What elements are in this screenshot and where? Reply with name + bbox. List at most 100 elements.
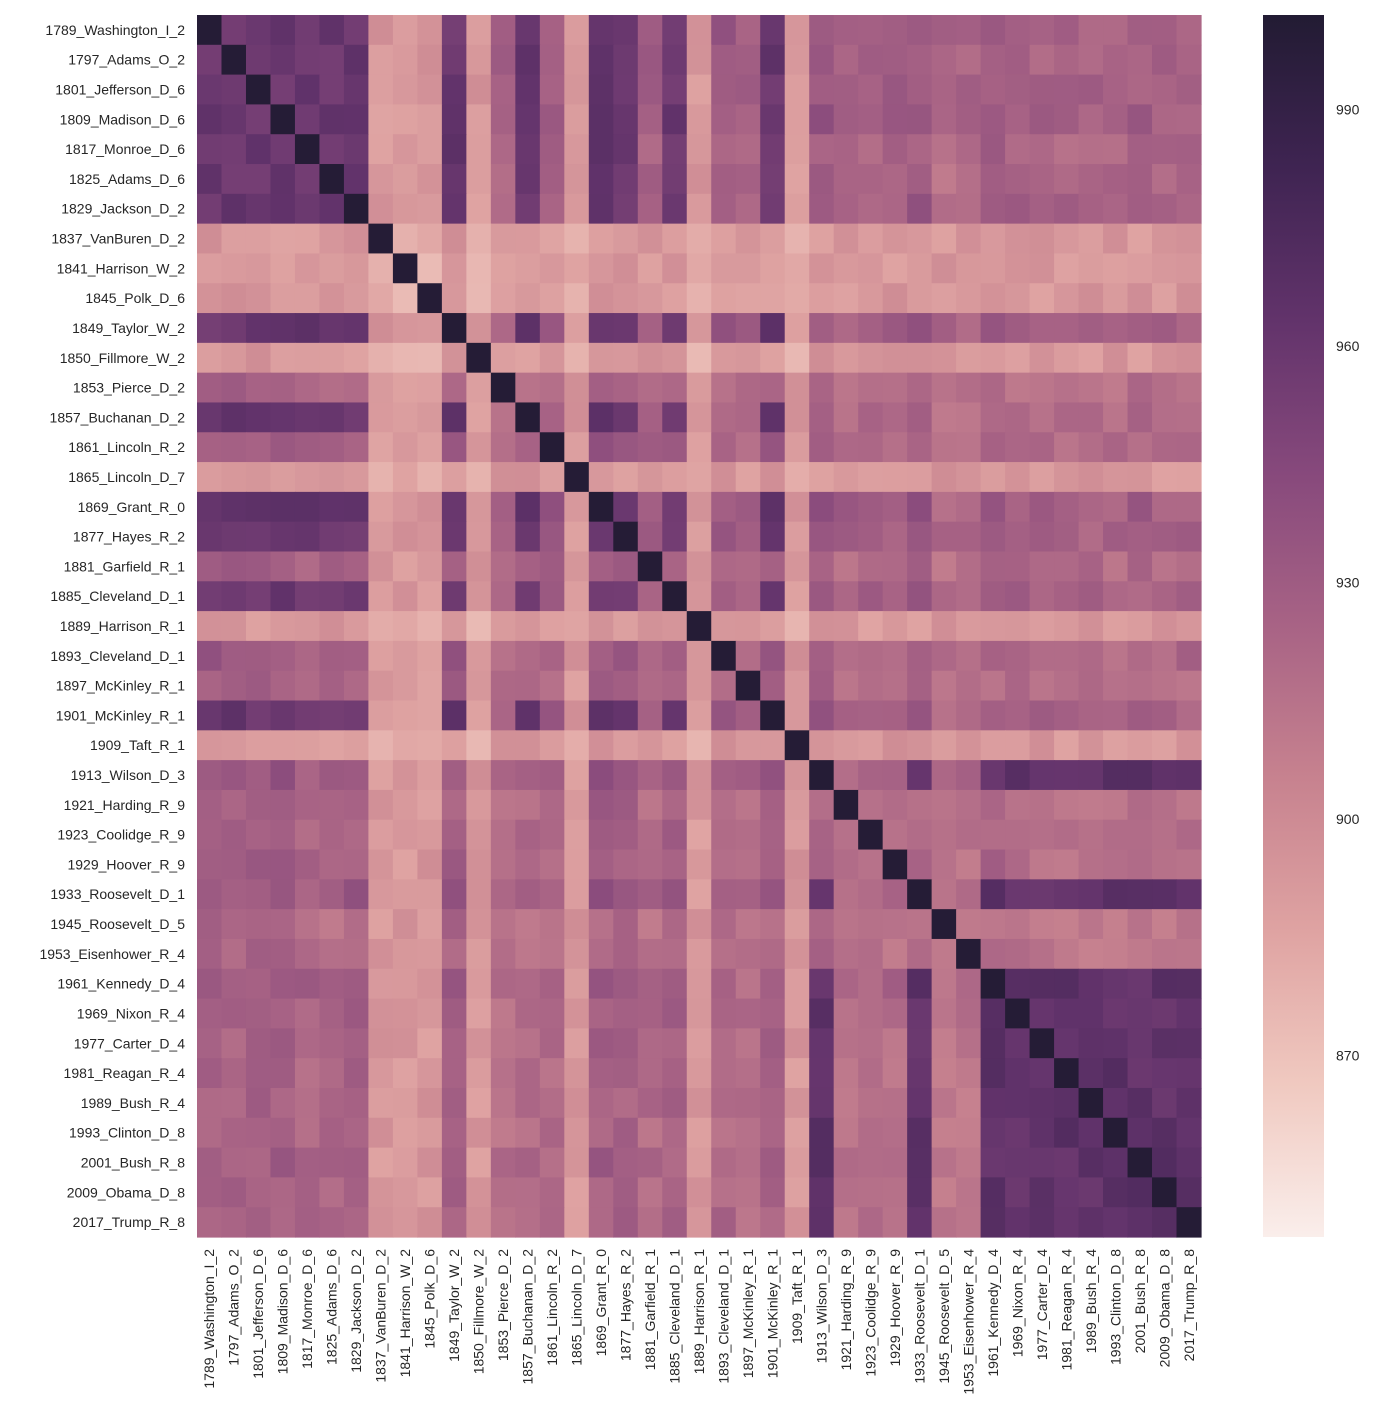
heatmap-cell	[1005, 402, 1031, 433]
heatmap-cell	[441, 1207, 467, 1238]
heatmap-cell	[613, 998, 639, 1029]
heatmap-cell	[515, 491, 541, 523]
heatmap-cell	[613, 938, 639, 970]
heatmap-cell	[809, 998, 835, 1029]
heatmap-cell	[1152, 611, 1178, 642]
x-tick-label: 1857_Buchanan_D_2	[520, 1249, 536, 1385]
heatmap-cell	[515, 1087, 541, 1119]
heatmap-cell	[1005, 849, 1031, 880]
heatmap-cell	[1005, 1207, 1031, 1238]
heatmap-cell	[637, 670, 663, 702]
heatmap-cell	[956, 879, 982, 910]
heatmap-cell	[858, 462, 884, 493]
heatmap-cell	[833, 819, 859, 851]
y-tick-label: 1857_Buchanan_D_2	[50, 409, 186, 425]
heatmap-cell	[588, 998, 614, 1029]
heatmap-cell	[466, 193, 492, 225]
heatmap-cell	[809, 1028, 835, 1059]
heatmap-cell	[197, 193, 223, 225]
heatmap-cell	[294, 998, 321, 1029]
heatmap-cell	[368, 968, 394, 1000]
heatmap-cell	[1152, 521, 1178, 553]
heatmap-cell	[270, 1087, 296, 1119]
heatmap-cell	[1152, 313, 1178, 344]
y-tick-label: 1961_Kennedy_D_4	[57, 976, 185, 992]
heatmap-cell	[1054, 789, 1080, 821]
heatmap-cell	[441, 193, 467, 225]
heatmap-cell	[245, 104, 272, 135]
heatmap-cell	[1054, 104, 1080, 135]
heatmap-cell	[441, 74, 467, 106]
heatmap-cell	[197, 611, 223, 642]
heatmap-cell	[490, 819, 516, 851]
heatmap-cell	[980, 879, 1006, 910]
heatmap-cell	[392, 819, 418, 851]
heatmap-cell	[1152, 909, 1178, 940]
heatmap-cell	[245, 402, 272, 433]
heatmap-cell	[833, 700, 859, 731]
heatmap-cell	[417, 938, 443, 970]
heatmap-cell	[392, 491, 418, 523]
heatmap-cell	[833, 611, 859, 642]
heatmap-cell	[833, 670, 859, 702]
heatmap-cell	[809, 849, 835, 880]
heatmap-cell	[735, 1028, 761, 1059]
heatmap-cell	[270, 1207, 296, 1238]
heatmap-cell	[245, 432, 272, 463]
heatmap-cell	[319, 342, 345, 374]
heatmap-cell	[980, 819, 1006, 851]
heatmap-cell	[760, 491, 786, 523]
heatmap-cell	[270, 700, 296, 731]
heatmap-cell	[711, 74, 737, 106]
heatmap-cell	[1152, 134, 1178, 165]
heatmap-cell	[1176, 611, 1202, 642]
heatmap-cell	[417, 1147, 443, 1178]
heatmap-cell	[197, 283, 223, 314]
heatmap-cell	[441, 1147, 467, 1178]
heatmap-cell	[956, 193, 982, 225]
heatmap-cell	[637, 432, 663, 463]
heatmap-cell	[1054, 1087, 1080, 1119]
heatmap-cell	[784, 819, 810, 851]
heatmap-cell	[662, 1117, 688, 1149]
heatmap-cell	[1029, 1177, 1055, 1208]
heatmap-cell	[588, 44, 614, 76]
heatmap-cell	[662, 938, 688, 970]
heatmap-cell	[539, 700, 565, 731]
heatmap-cell	[833, 551, 859, 582]
heatmap-cell	[882, 640, 908, 672]
heatmap-cell	[490, 15, 516, 46]
heatmap-cell	[711, 402, 737, 433]
heatmap-cell	[1054, 998, 1080, 1029]
heatmap-cell	[270, 760, 296, 791]
heatmap-cell	[980, 670, 1006, 702]
heatmap-cell	[809, 313, 835, 344]
heatmap-cell	[662, 640, 688, 672]
heatmap-cell	[392, 462, 418, 493]
heatmap-cell	[1176, 223, 1202, 255]
heatmap-cell	[1176, 1147, 1202, 1178]
heatmap-cell	[245, 968, 272, 1000]
heatmap-cell	[686, 938, 712, 970]
heatmap-cell	[368, 521, 394, 553]
heatmap-cell	[392, 879, 418, 910]
heatmap-cell	[907, 789, 933, 821]
heatmap-cell	[564, 432, 590, 463]
heatmap-cell	[662, 1177, 688, 1208]
heatmap-cell	[1103, 521, 1129, 553]
heatmap-cell	[980, 789, 1006, 821]
heatmap-cell	[343, 700, 370, 731]
heatmap-cell	[931, 879, 957, 910]
heatmap-cell	[907, 283, 933, 314]
heatmap-cell	[245, 491, 272, 523]
heatmap-cell	[441, 730, 467, 761]
heatmap-cell	[515, 223, 541, 255]
colorbar-tick-label: 930	[1336, 575, 1360, 591]
heatmap-cell	[980, 283, 1006, 314]
heatmap-cell	[931, 998, 957, 1029]
heatmap-cell	[686, 1028, 712, 1059]
heatmap-cell	[686, 1147, 712, 1178]
heatmap-cell	[735, 551, 761, 582]
heatmap-cell	[197, 968, 223, 1000]
heatmap-cell	[858, 491, 884, 523]
